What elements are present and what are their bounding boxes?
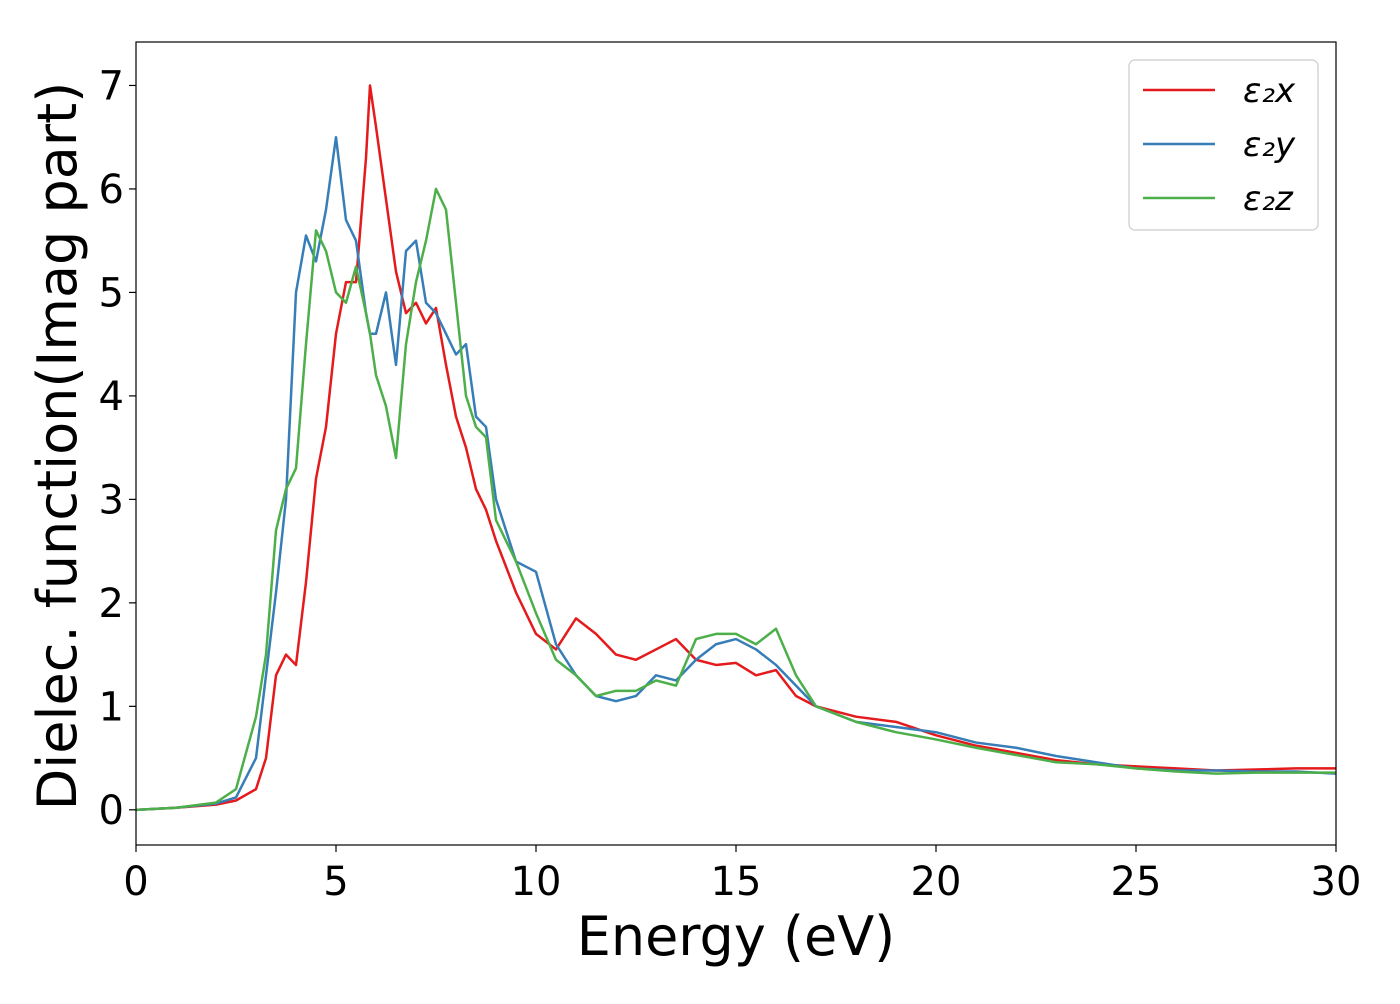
x-tick-label: 15	[711, 859, 762, 905]
y-tick-label: 6	[99, 167, 124, 213]
x-axis-label: Energy (eV)	[577, 905, 896, 968]
y-tick-label: 0	[99, 788, 124, 834]
plot-frame	[135, 41, 1337, 846]
x-tick-label: 20	[911, 859, 962, 905]
x-tick-label: 5	[323, 859, 348, 905]
y-tick-label: 2	[99, 581, 124, 627]
y-tick-label: 4	[99, 374, 124, 420]
y-tick-label: 5	[99, 270, 124, 316]
series-line	[136, 84, 1336, 812]
x-tick-label: 30	[1311, 859, 1362, 905]
legend-box	[1128, 59, 1319, 231]
legend-label: ε₂y	[1243, 125, 1296, 165]
series-line	[136, 187, 1336, 812]
y-tick-label: 3	[99, 477, 124, 523]
x-tick-label: 10	[511, 859, 562, 905]
y-tick-label: 7	[99, 63, 124, 109]
x-tick-label: 25	[1111, 859, 1162, 905]
legend-label: ε₂z	[1243, 179, 1294, 219]
series-line	[136, 135, 1336, 812]
y-axis-label: Dielec. function(Imag part)	[26, 82, 89, 811]
x-tick-label: 0	[123, 859, 148, 905]
legend-label: ε₂x	[1243, 71, 1296, 111]
y-tick-label: 1	[99, 684, 124, 730]
